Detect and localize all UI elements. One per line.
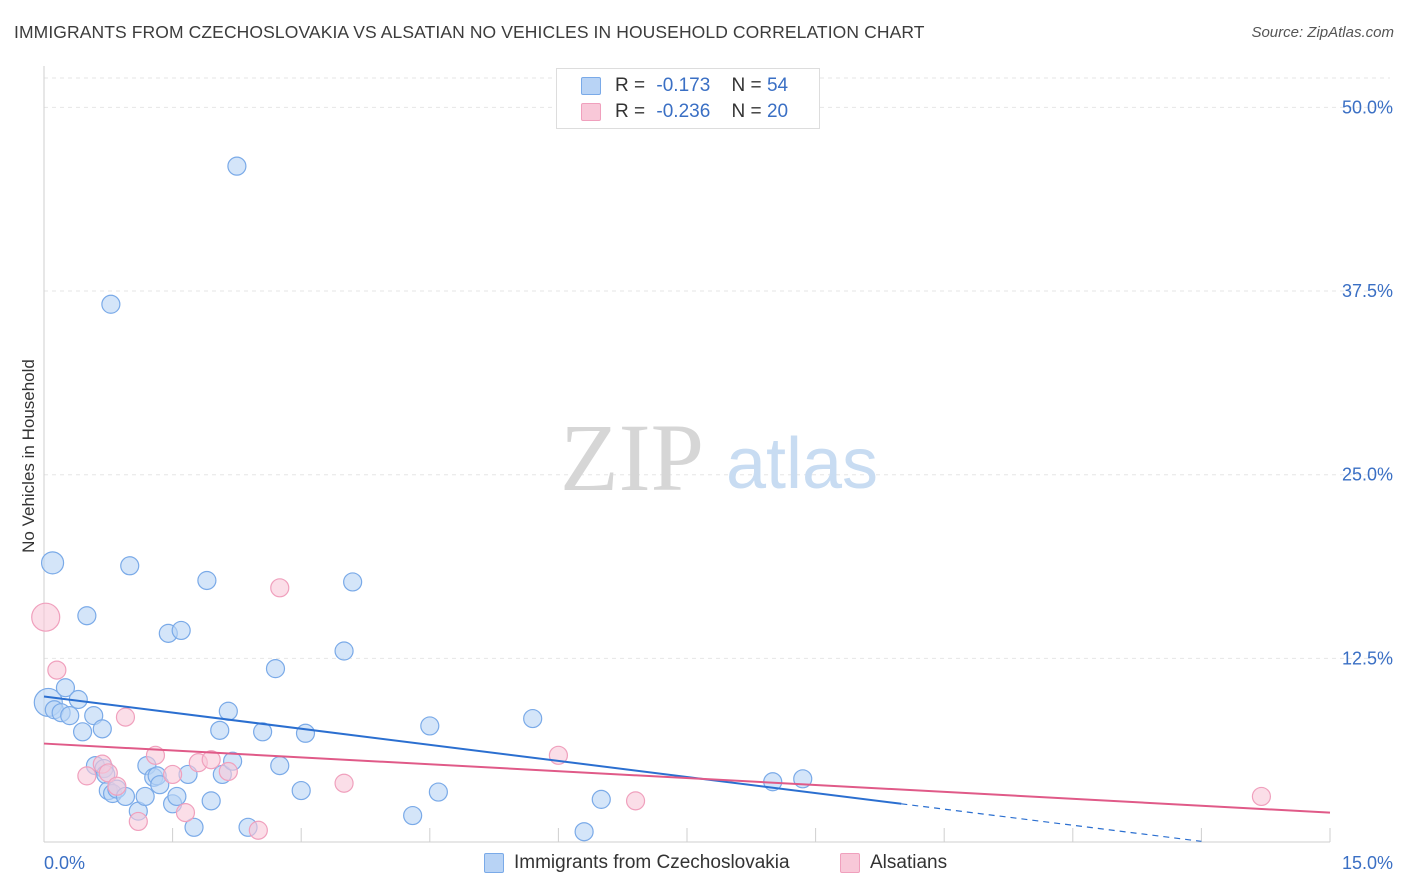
point-alsatians — [115, 707, 136, 727]
chart-title: IMMIGRANTS FROM CZECHOSLOVAKIA VS ALSATI… — [14, 22, 925, 42]
point-alsatians — [270, 578, 290, 598]
point-alsatians — [1251, 786, 1272, 807]
legend-n-label: N = — [731, 75, 762, 96]
point-czechoslovakia — [150, 775, 170, 795]
point-czechoslovakia — [167, 786, 187, 807]
point-czechoslovakia — [77, 606, 97, 626]
chart-source: Source: ZipAtlas.com — [1251, 24, 1394, 41]
point-alsatians — [31, 602, 61, 632]
legend-n-label: N = — [731, 101, 762, 122]
point-alsatians — [218, 761, 238, 782]
point-czechoslovakia — [574, 822, 594, 842]
watermark-atlas: atlas — [726, 424, 878, 504]
point-alsatians — [128, 811, 148, 832]
data-points — [31, 156, 1272, 842]
point-czechoslovakia — [101, 294, 121, 314]
point-czechoslovakia — [334, 641, 354, 661]
legend-label: Alsatians — [870, 852, 948, 873]
legend-swatch-blue — [484, 853, 504, 873]
point-czechoslovakia — [171, 620, 191, 641]
y-tick-label: 25.0% — [1342, 465, 1393, 485]
point-czechoslovakia — [343, 572, 363, 592]
y-tick-labels: 12.5% 25.0% 37.5% 50.0% — [1342, 97, 1393, 668]
point-czechoslovakia — [60, 706, 80, 726]
point-czechoslovakia — [523, 708, 543, 729]
point-alsatians — [47, 660, 67, 680]
point-alsatians — [107, 776, 127, 796]
point-alsatians — [163, 764, 183, 785]
point-czechoslovakia — [253, 722, 273, 742]
y-tick-label: 37.5% — [1342, 281, 1393, 301]
legend-r-label: R = — [615, 101, 646, 122]
y-tick-label: 50.0% — [1342, 97, 1393, 117]
point-czechoslovakia — [135, 786, 155, 807]
trend-line-czechoslovakia — [43, 695, 902, 805]
point-czechoslovakia — [201, 791, 221, 811]
point-czechoslovakia — [72, 722, 93, 742]
y-axis-label: No Vehicles in Household — [19, 359, 38, 553]
watermark-zip: ZIP — [560, 404, 704, 511]
stats-legend: R = -0.173 N = 54 R = -0.236 N = 20 — [556, 68, 820, 129]
legend-n-value: 54 — [766, 75, 789, 96]
point-czechoslovakia — [92, 719, 112, 739]
point-czechoslovakia — [295, 723, 316, 743]
watermark: ZIP atlas — [560, 404, 878, 511]
point-czechoslovakia — [591, 789, 611, 809]
point-czechoslovakia — [120, 556, 140, 576]
x-tick-label: 0.0% — [44, 853, 85, 873]
legend-swatch-pink — [840, 853, 860, 873]
point-alsatians — [334, 773, 354, 793]
point-alsatians — [201, 750, 221, 770]
point-czechoslovakia — [420, 716, 440, 736]
point-alsatians — [77, 766, 97, 786]
point-czechoslovakia — [265, 659, 286, 679]
point-czechoslovakia — [40, 551, 65, 575]
point-czechoslovakia — [428, 782, 448, 802]
legend-swatch-blue — [581, 77, 601, 95]
legend-r-value: -0.173 — [656, 75, 711, 96]
point-czechoslovakia — [210, 720, 230, 740]
trend-lines — [43, 695, 1331, 842]
x-tick-label: 15.0% — [1342, 853, 1393, 873]
point-alsatians — [145, 745, 166, 765]
legend-n-value: 20 — [766, 101, 789, 122]
point-czechoslovakia — [403, 805, 423, 826]
point-alsatians — [248, 820, 268, 840]
y-tick-label: 12.5% — [1342, 648, 1393, 668]
trend-line-extension — [901, 803, 1202, 842]
point-czechoslovakia — [55, 678, 76, 698]
point-czechoslovakia — [270, 755, 290, 776]
legend-label: Immigrants from Czechoslovakia — [514, 852, 790, 873]
trend-line-alsatians — [43, 742, 1331, 814]
legend-swatch-pink — [581, 103, 601, 121]
point-alsatians — [175, 803, 196, 823]
point-alsatians — [625, 791, 646, 811]
point-czechoslovakia — [197, 570, 217, 591]
point-czechoslovakia — [227, 156, 247, 176]
point-czechoslovakia — [184, 817, 204, 837]
point-czechoslovakia — [218, 701, 238, 721]
legend-r-value: -0.236 — [656, 101, 711, 122]
legend-r-label: R = — [615, 75, 646, 96]
point-czechoslovakia — [291, 780, 311, 801]
x-tick-labels: 0.0% 15.0% — [44, 853, 1393, 873]
